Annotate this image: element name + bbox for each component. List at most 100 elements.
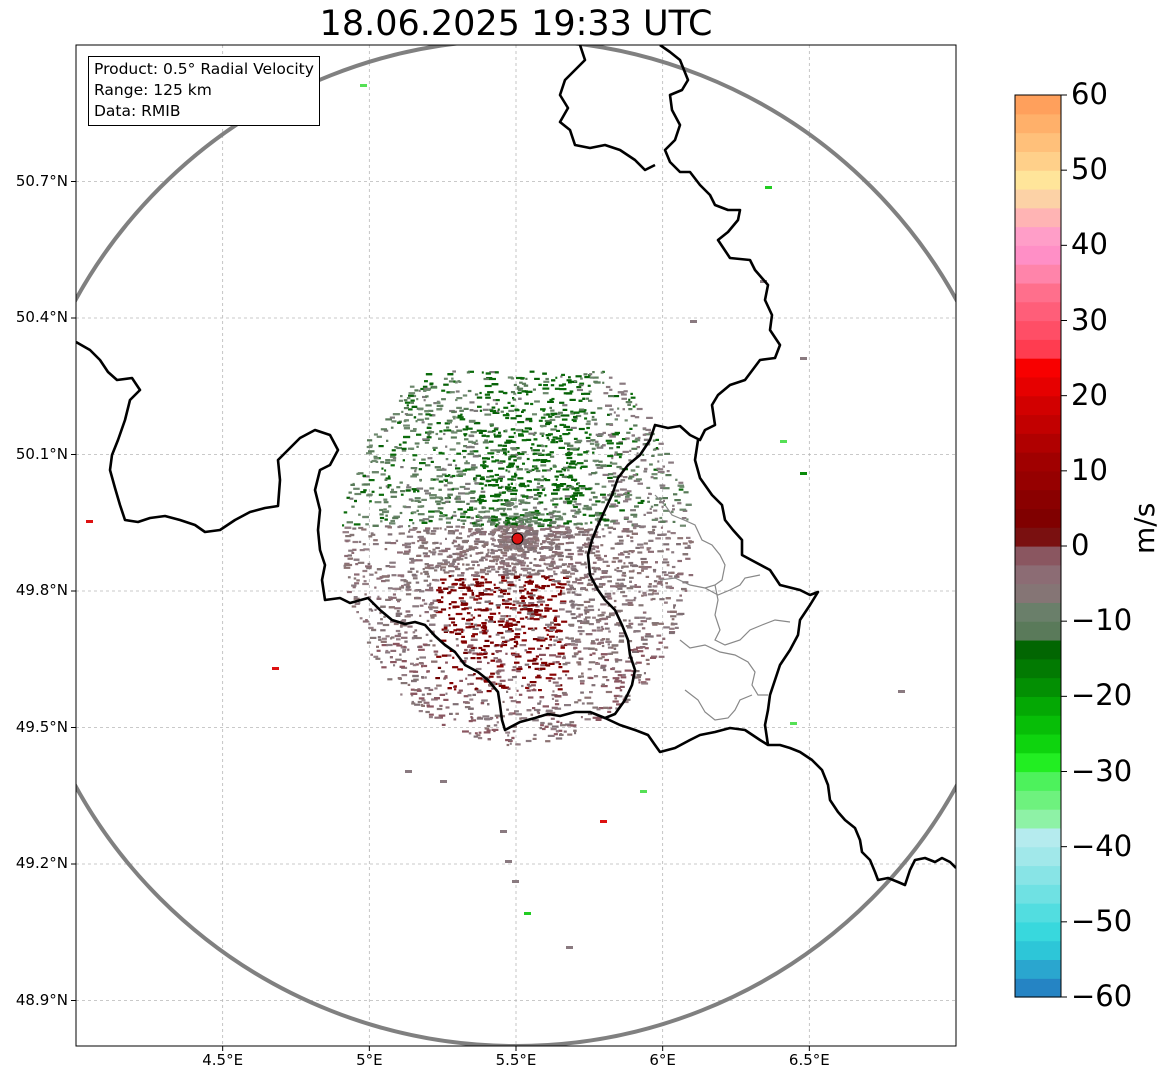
- echo-pixel: [410, 662, 414, 665]
- echo-pixel: [403, 399, 408, 402]
- echo-pixel: [497, 522, 501, 525]
- echo-pixel: [507, 401, 511, 404]
- echo-pixel: [612, 677, 620, 680]
- echo-pixel: [459, 679, 463, 682]
- echo-pixel: [438, 714, 446, 717]
- echo-pixel: [570, 724, 577, 727]
- echo-pixel: [520, 553, 527, 556]
- echo-pixel: [416, 487, 424, 490]
- echo-pixel: [521, 390, 527, 393]
- echo-pixel: [572, 581, 577, 584]
- echo-pixel: [455, 525, 461, 528]
- echo-pixel: [641, 569, 644, 572]
- echo-pixel: [505, 523, 508, 526]
- echo-pixel: [559, 388, 565, 391]
- echo-pixel: [495, 559, 498, 563]
- echo-pixel: [454, 578, 461, 581]
- echo-pixel: [524, 501, 531, 505]
- echo-pixel: [508, 713, 513, 716]
- echo-pixel: [377, 622, 383, 625]
- echo-pixel: [495, 459, 500, 462]
- echo-pixel: [551, 697, 555, 700]
- echo-pixel: [592, 376, 599, 379]
- echo-pixel: [387, 678, 393, 681]
- echo-pixel: [497, 477, 503, 480]
- echo-pixel: [500, 645, 503, 648]
- echo-pixel: [540, 658, 543, 661]
- echo-pixel: [347, 554, 352, 557]
- echo-pixel: [604, 658, 609, 662]
- echo-pixel: [363, 489, 367, 492]
- echo-pixel: [483, 377, 490, 381]
- echo-pixel: [616, 542, 624, 545]
- echo-pixel: [571, 603, 575, 606]
- echo-pixel: [396, 486, 401, 489]
- echo-pixel: [563, 392, 570, 395]
- echo-pixel: [544, 518, 551, 521]
- echo-pixel: [475, 528, 480, 531]
- echo-pixel: [571, 606, 575, 609]
- echo-pixel: [584, 588, 588, 591]
- echo-pixel: [618, 559, 623, 562]
- echo-pixel: [425, 710, 430, 714]
- echo-pixel: [487, 548, 490, 551]
- echo-pixel: [406, 413, 413, 416]
- echo-pixel: [620, 479, 626, 482]
- echo-pixel: [626, 493, 633, 497]
- echo-pixel: [504, 569, 512, 572]
- echo-pixel: [661, 505, 664, 508]
- echo-pixel: [602, 535, 606, 538]
- echo-pixel: [582, 507, 588, 510]
- echo-pixel: [411, 541, 416, 545]
- echo-pixel: [508, 409, 514, 412]
- echo-pixel: [490, 552, 495, 555]
- echo-pixel: [533, 452, 540, 455]
- echo-pixel: [534, 572, 541, 575]
- echo-pixel: [646, 547, 652, 550]
- echo-pixel: [549, 467, 553, 470]
- echo-pixel: [640, 654, 645, 657]
- echo-pixel: [527, 524, 533, 527]
- echo-pixel: [575, 577, 578, 580]
- colorbar-segment: [1015, 245, 1061, 265]
- echo-pixel: [563, 469, 566, 472]
- echo-pixel: [345, 540, 349, 543]
- echo-pixel: [637, 543, 644, 546]
- echo-pixel: [429, 586, 434, 589]
- echo-pixel: [543, 562, 546, 565]
- echo-pixel: [594, 471, 598, 474]
- echo-pixel: [387, 475, 391, 478]
- echo-pixel: [506, 572, 514, 575]
- echo-pixel: [644, 433, 652, 436]
- echo-pixel: [554, 615, 560, 618]
- echo-pixel: [539, 424, 547, 428]
- echo-pixel: [566, 461, 569, 464]
- echo-pixel: [583, 600, 591, 603]
- echo-pixel: [533, 733, 537, 737]
- echo-pixel: [477, 737, 483, 740]
- echo-pixel: [535, 513, 540, 516]
- echo-pixel: [513, 459, 517, 462]
- echo-pixel: [497, 682, 502, 685]
- echo-pixel: [480, 490, 486, 493]
- echo-pixel: [501, 537, 505, 540]
- echo-pixel: [687, 544, 691, 547]
- echo-pixel: [494, 714, 502, 717]
- echo-pixel: [469, 546, 476, 549]
- echo-pixel: [437, 586, 442, 589]
- echo-pixel: [430, 614, 436, 617]
- echo-pixel: [541, 434, 544, 437]
- echo-pixel: [505, 558, 512, 561]
- echo-pixel: [673, 493, 678, 496]
- echo-pixel: [423, 529, 430, 532]
- echo-pixel: [534, 627, 538, 630]
- echo-pixel: [388, 606, 395, 609]
- echo-pixel: [461, 630, 464, 633]
- echo-pixel: [609, 706, 613, 709]
- echo-pixel: [487, 457, 490, 460]
- echo-pixel: [349, 533, 355, 537]
- colorbar-segment: [1015, 527, 1061, 547]
- echo-pixel: [466, 619, 471, 622]
- echo-pixel: [465, 622, 471, 625]
- echo-pixel: [532, 459, 540, 462]
